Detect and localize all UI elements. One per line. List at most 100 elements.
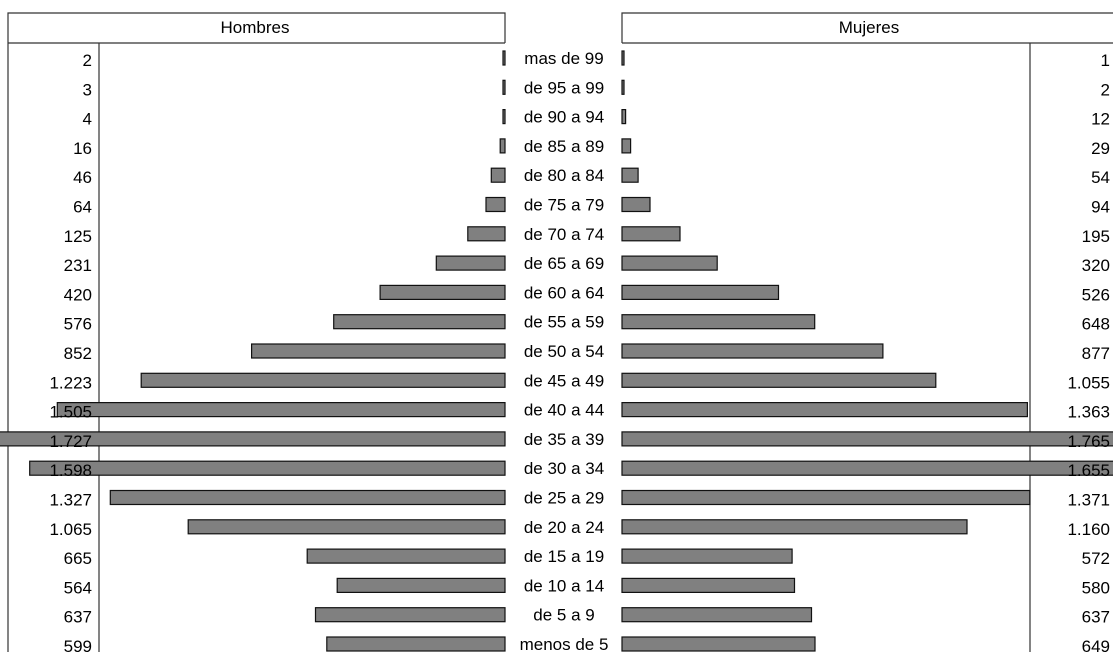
bar-hombres-0 [502,50,506,66]
mujeres-value-label: 1 [1101,51,1110,70]
hombres-value-label: 64 [73,198,92,217]
mujeres-value-label: 1.371 [1067,491,1110,510]
bar-mujeres-12 [621,402,1028,418]
hombres-value-label: 637 [64,608,92,627]
mujeres-value-label: 12 [1091,110,1110,129]
hombres-value-label: 852 [64,344,92,363]
hombres-value-label: 125 [64,227,92,246]
bar-mujeres-9 [621,314,816,330]
age-group-label: de 60 a 64 [524,283,604,302]
bar-mujeres-0 [621,50,625,66]
age-group-label: de 90 a 94 [524,108,604,127]
age-group-label: de 55 a 59 [524,313,604,332]
bar-mujeres-8 [621,284,780,300]
mujeres-value-label: 580 [1082,578,1110,597]
age-group-label: de 65 a 69 [524,254,604,273]
mujeres-value-label: 572 [1082,549,1110,568]
bar-hombres-12 [56,402,506,418]
age-group-label: de 5 a 9 [533,606,594,625]
right-header-border [621,12,1113,43]
bar-mujeres-1 [621,79,625,95]
hombres-value-label: 1.727 [49,432,92,451]
bar-mujeres-20 [621,636,816,652]
bars-group [0,50,1113,652]
bar-hombres-10 [251,343,506,359]
bar-hombres-13 [0,431,506,447]
bar-mujeres-3 [621,138,632,154]
bar-mujeres-2 [621,108,627,125]
bar-hombres-18 [336,577,506,594]
mujeres-value-label: 1.655 [1067,461,1110,480]
hombres-value-label: 16 [73,139,92,158]
mujeres-value-label: 648 [1082,315,1110,334]
age-group-label: de 35 a 39 [524,430,604,449]
age-group-label: mas de 99 [524,49,603,68]
left-header-border [7,12,506,652]
age-group-label: de 10 a 14 [524,576,604,595]
age-group-label: de 75 a 79 [524,196,604,215]
mujeres-value-label: 526 [1082,285,1110,304]
hombres-value-label: 231 [64,256,92,275]
bar-mujeres-16 [621,519,968,535]
bar-mujeres-13 [621,431,1113,447]
chart-frame [7,12,1113,652]
bar-mujeres-14 [621,460,1113,476]
hombres-value-label: 2 [83,51,92,70]
age-group-label: de 25 a 29 [524,489,604,508]
bar-hombres-4 [490,167,506,183]
mujeres-value-label: 1.055 [1067,373,1110,392]
bar-hombres-5 [485,196,506,213]
hombres-value-label: 1.598 [49,461,92,480]
age-group-label: de 80 a 84 [524,166,604,185]
age-group-label: de 20 a 24 [524,518,604,537]
mujeres-value-label: 877 [1082,344,1110,363]
mujeres-value-label: 2 [1101,80,1110,99]
age-group-label: de 40 a 44 [524,401,604,420]
bar-hombres-7 [435,255,506,271]
mujeres-value-label: 1.363 [1067,403,1110,422]
hombres-value-label: 3 [83,80,92,99]
hombres-value-label: 46 [73,168,92,187]
bar-mujeres-18 [621,577,796,594]
age-group-label: de 30 a 34 [524,459,604,478]
mujeres-value-label: 1.765 [1067,432,1110,451]
left-header: Hombres [221,18,290,37]
bar-mujeres-10 [621,343,884,359]
bar-hombres-16 [187,519,506,535]
hombres-value-label: 1.065 [49,520,92,539]
bar-hombres-11 [140,372,506,388]
hombres-value-label: 4 [83,110,92,129]
hombres-value-label: 564 [64,578,92,597]
hombres-value-label: 599 [64,637,92,652]
bar-mujeres-6 [621,226,681,242]
bar-hombres-19 [314,607,506,623]
bar-hombres-6 [467,226,506,242]
age-group-label: de 50 a 54 [524,342,604,361]
mujeres-value-label: 320 [1082,256,1110,275]
age-group-label: de 15 a 19 [524,547,604,566]
mujeres-value-label: 94 [1091,198,1110,217]
bar-mujeres-19 [621,607,813,623]
mujeres-value-label: 29 [1091,139,1110,158]
labels-group: mas de 99 2 1 de 95 a 99 3 2 de 90 a 94 4 12 de 8… [49,49,1110,652]
bar-hombres-20 [326,636,506,652]
right-header: Mujeres [839,18,899,37]
bar-hombres-17 [306,548,506,564]
age-group-label: de 85 a 89 [524,137,604,156]
mujeres-value-label: 649 [1082,637,1110,652]
bar-hombres-9 [333,314,506,330]
bar-hombres-8 [379,284,506,300]
age-group-label: de 45 a 49 [524,371,604,390]
bar-mujeres-17 [621,548,793,564]
bar-mujeres-5 [621,196,651,213]
bar-mujeres-11 [621,372,937,388]
mujeres-value-label: 637 [1082,608,1110,627]
hombres-value-label: 1.223 [49,373,92,392]
bar-mujeres-7 [621,255,718,271]
bar-hombres-1 [502,79,506,95]
mujeres-value-label: 1.160 [1067,520,1110,539]
bar-hombres-2 [502,108,506,125]
hombres-value-label: 1.327 [49,491,92,510]
bar-hombres-14 [29,460,506,476]
mujeres-value-label: 195 [1082,227,1110,246]
